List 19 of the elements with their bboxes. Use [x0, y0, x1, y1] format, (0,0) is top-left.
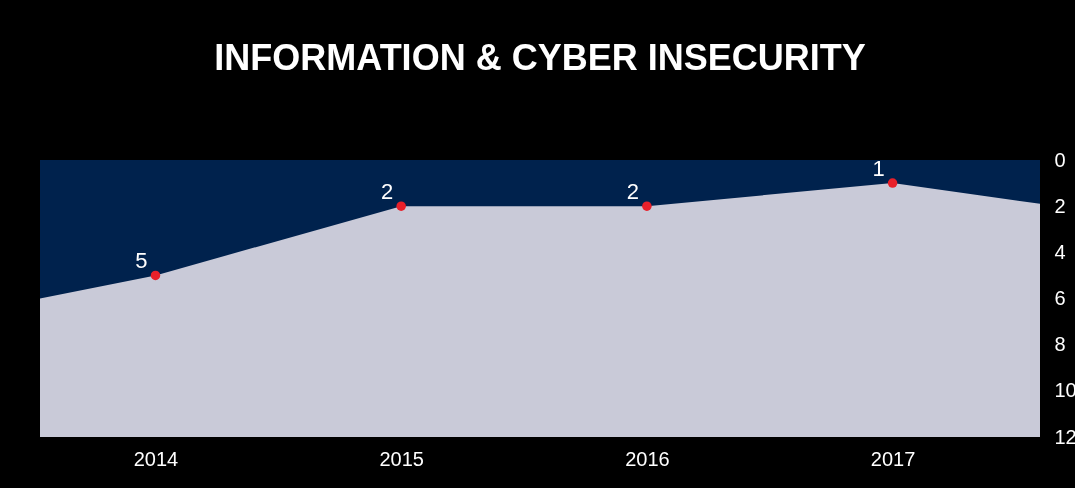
x-tick-label: 2015	[379, 447, 424, 470]
data-label: 2	[626, 179, 639, 205]
x-tick-label: 2014	[133, 447, 179, 470]
y-tick-label: 0	[1054, 148, 1066, 171]
point	[396, 201, 406, 211]
y-tick-label: 4	[1054, 240, 1066, 263]
point	[150, 270, 161, 281]
data-label: 2	[381, 179, 394, 205]
point	[887, 178, 898, 188]
point	[642, 201, 652, 211]
chart-title: INFORMATION & CYBER INSECURITY	[214, 37, 866, 78]
x-tick-label: 2017	[870, 447, 916, 470]
y-tick-label: 8	[1054, 333, 1066, 356]
data-label: 5	[135, 248, 148, 274]
data-label: 1	[872, 156, 885, 182]
y-tick-label: 12	[1054, 425, 1075, 448]
y-tick-label: 6	[1054, 287, 1066, 309]
y-tick-label: 2	[1054, 194, 1066, 217]
x-tick-label: 2016	[625, 447, 670, 470]
